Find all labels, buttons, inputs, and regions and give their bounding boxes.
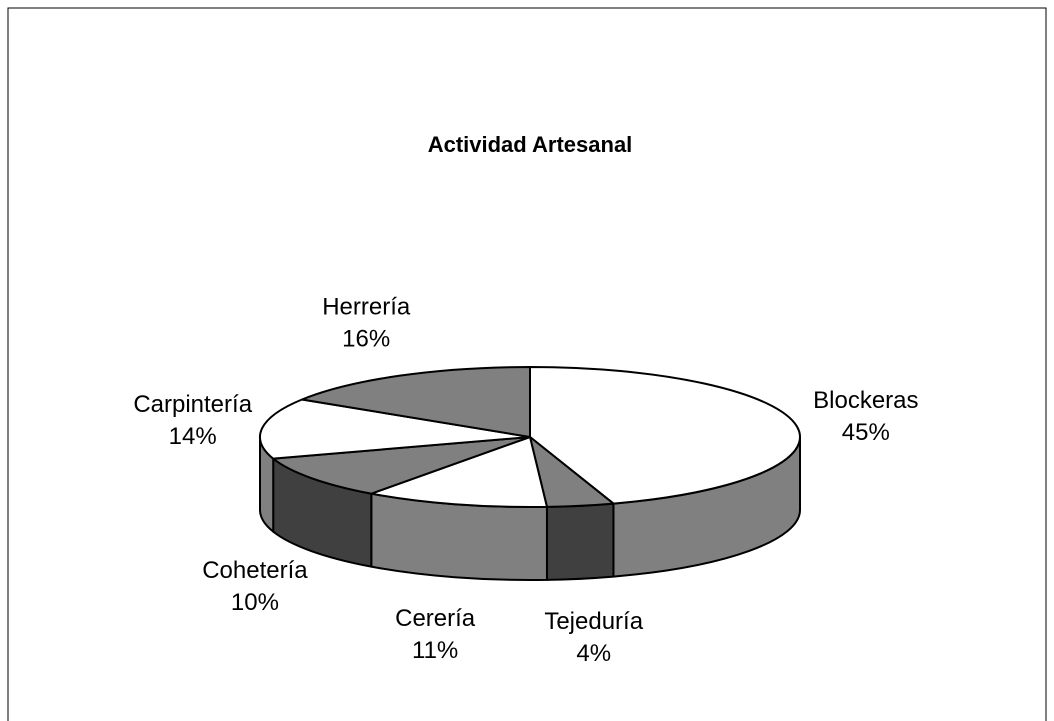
slice-label: Tejeduría bbox=[544, 608, 643, 635]
slice-value-label: 11% bbox=[412, 637, 458, 664]
slice-value-label: 4% bbox=[576, 640, 611, 667]
slice-value-label: 10% bbox=[231, 589, 279, 616]
slice-side bbox=[545, 502, 615, 581]
slice-value-label: 14% bbox=[169, 423, 217, 450]
chart-title: Actividad Artesanal bbox=[428, 132, 633, 157]
chart-frame bbox=[7, 7, 1047, 721]
slice bbox=[259, 398, 531, 460]
slice bbox=[370, 436, 548, 508]
slice-label: Herrería bbox=[322, 293, 411, 320]
slice bbox=[529, 366, 801, 505]
slice-label: Cohetería bbox=[202, 557, 308, 584]
slice bbox=[301, 366, 531, 438]
slice-label: Blockeras bbox=[813, 387, 918, 414]
slice bbox=[272, 436, 531, 495]
slice-label: Carpintería bbox=[133, 391, 252, 418]
slice-label: Cerería bbox=[395, 605, 476, 632]
slice-value-label: 45% bbox=[842, 419, 890, 446]
slice-value-label: 16% bbox=[342, 325, 390, 352]
